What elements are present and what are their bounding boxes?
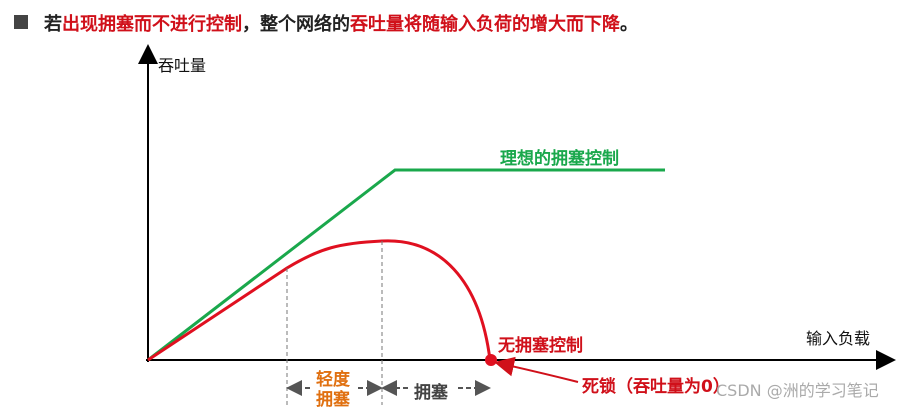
header-segment: 若 — [44, 14, 62, 35]
deadlock-point — [485, 354, 497, 366]
no-control-curve — [147, 239, 492, 362]
header-segment: 。 — [620, 14, 638, 35]
header-segment: ，整个网络的 — [242, 14, 350, 35]
header-segment: 吞吐量将随输入负荷的增大而下降 — [350, 14, 620, 35]
ideal-label: 理想的拥塞控制 — [500, 149, 619, 169]
deadlock-label: 死锁（吞吐量为0） — [582, 377, 730, 397]
y-axis-label: 吞吐量 — [158, 56, 207, 75]
watermark: CSDN @洲的学习笔记 — [716, 381, 879, 400]
congestion-label: 拥塞 — [414, 383, 448, 403]
light-congestion-label: 轻度拥塞 — [316, 370, 350, 410]
header-segment: 出现拥塞而不进行控制 — [62, 14, 242, 35]
bullet — [14, 15, 28, 29]
x-axis-label: 输入负载 — [806, 329, 871, 348]
deadlock-arrow — [494, 356, 579, 383]
no-control-label: 无拥塞控制 — [498, 336, 583, 356]
header: 若出现拥塞而不进行控制，整个网络的吞吐量将随输入负荷的增大而下降。 — [44, 10, 638, 36]
ideal-curve — [147, 168, 665, 362]
